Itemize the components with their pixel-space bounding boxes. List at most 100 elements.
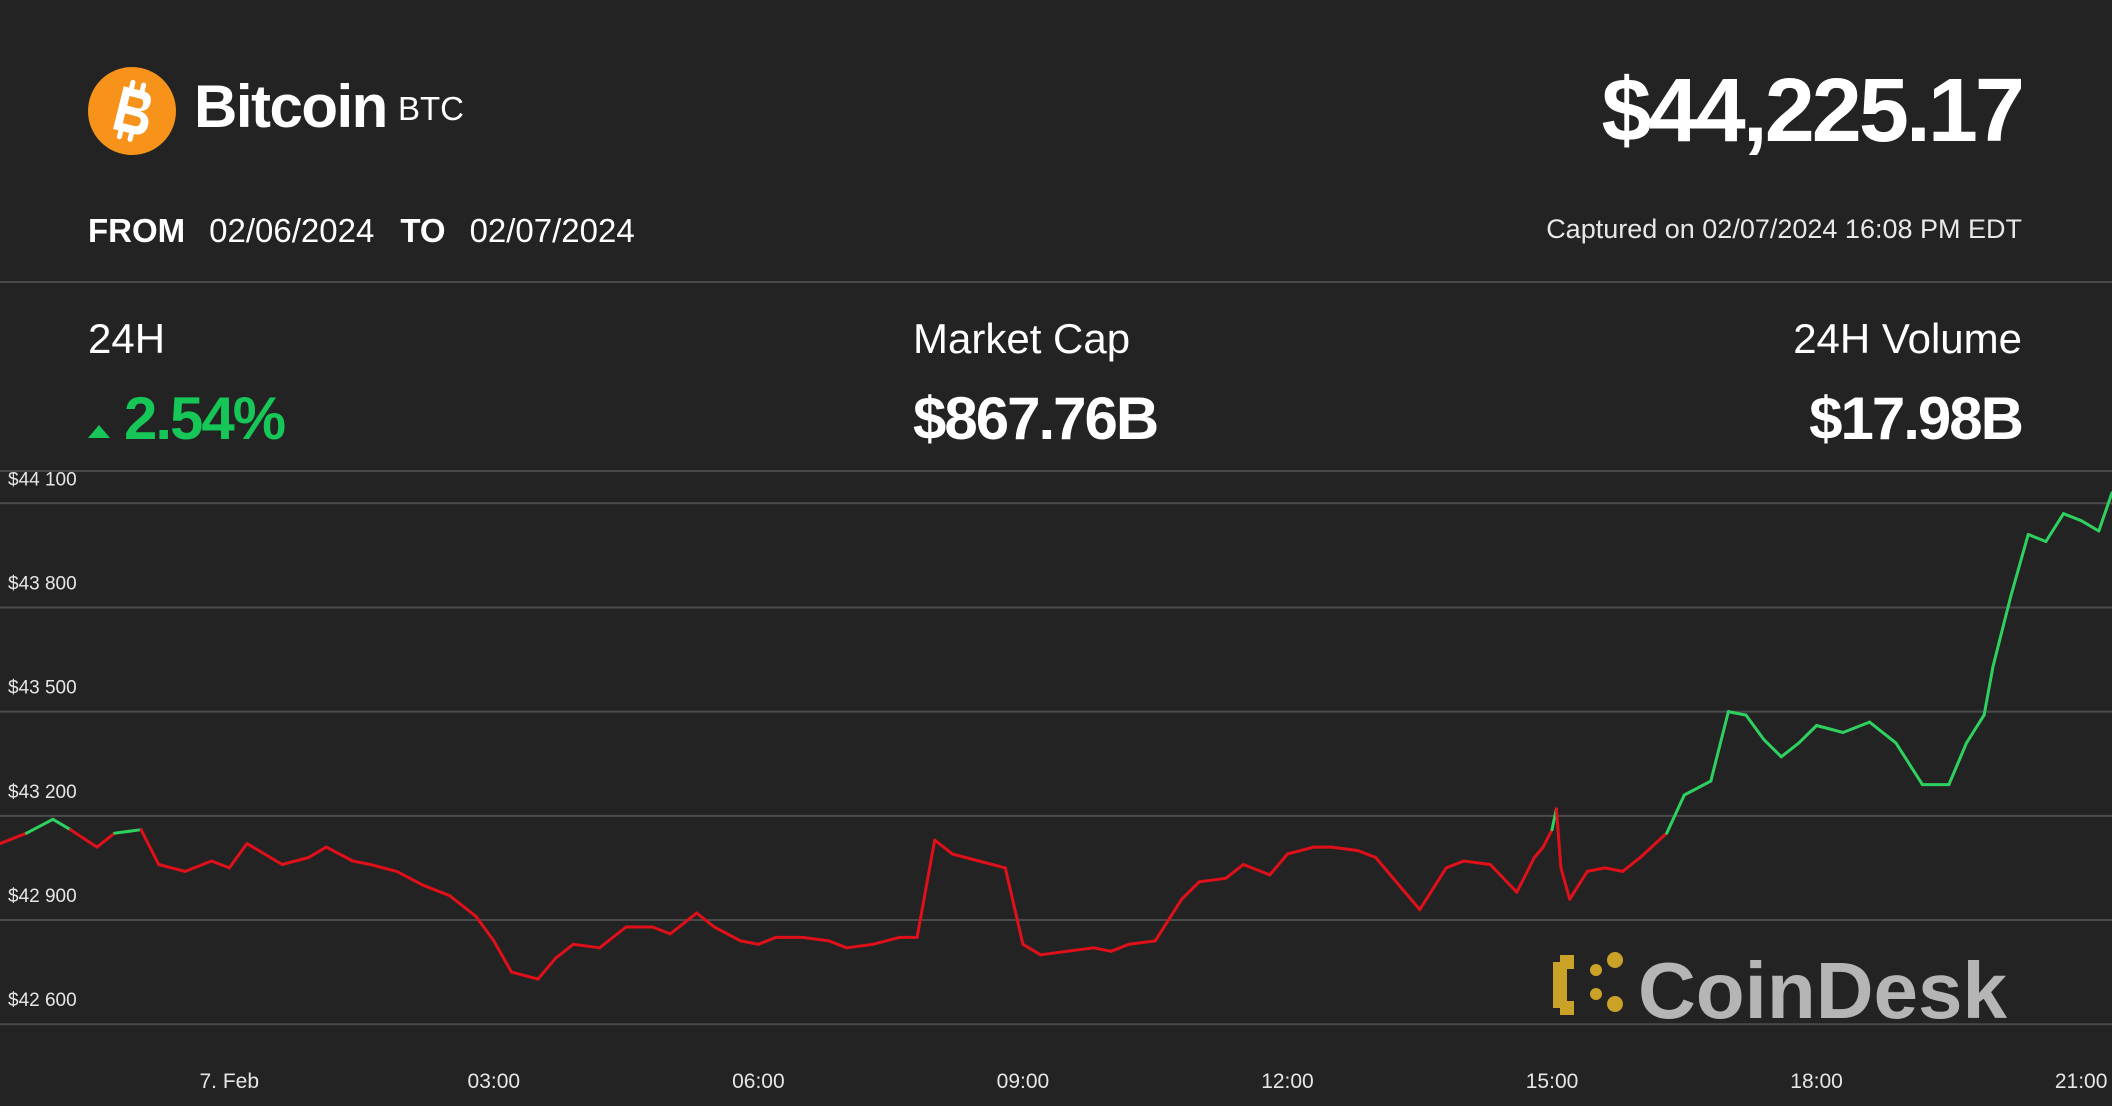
- series-segment: [51, 817, 72, 832]
- series-segment: [351, 859, 372, 866]
- x-tick-label: 03:00: [468, 1070, 521, 1093]
- date-range: FROM 02/06/2024 TO 02/07/2024: [88, 212, 661, 250]
- series-segment: [395, 869, 425, 887]
- series-segment: [1127, 939, 1157, 946]
- series-segment: [1268, 852, 1289, 877]
- price-series: [0, 491, 2112, 981]
- series-segment: [1224, 863, 1245, 880]
- series-segment: [2079, 519, 2101, 533]
- to-date: 02/07/2024: [469, 212, 635, 249]
- series-segment: [1065, 946, 1095, 953]
- series-segment: [933, 838, 954, 856]
- series-segment: [1559, 866, 1572, 901]
- series-segment: [1515, 856, 1536, 894]
- series-segment: [1744, 713, 1766, 741]
- series-segment: [2097, 491, 2112, 533]
- series-segment: [1982, 665, 1995, 717]
- series-segment: [651, 925, 672, 936]
- bitcoin-logo-icon: [88, 67, 176, 155]
- y-tick-label: $43 500: [8, 678, 77, 699]
- series-segment: [245, 842, 284, 866]
- y-tick-label: $42 900: [8, 886, 77, 907]
- watermark-text: CoinDesk: [1638, 946, 2007, 1035]
- series-segment: [1603, 866, 1625, 873]
- series-segment: [977, 859, 1007, 870]
- market-cap-value: $867.76B: [913, 385, 1159, 452]
- series-segment: [1374, 856, 1404, 891]
- series-segment: [280, 856, 311, 866]
- series-segment: [950, 852, 981, 863]
- coin-ticker: BTC: [398, 90, 464, 127]
- series-segment: [695, 911, 716, 929]
- series-segment: [845, 942, 875, 950]
- series-segment: [739, 939, 760, 946]
- series-segment: [227, 842, 249, 870]
- series-segment: [1621, 856, 1642, 873]
- y-axis-labels: $44 100 $43 800 $43 500 $43 200 $42 900 $42 6…: [8, 472, 77, 1011]
- series-segment: [157, 863, 187, 873]
- series-segment: [510, 970, 540, 981]
- series-segment: [183, 859, 214, 873]
- series-segment: [871, 935, 901, 946]
- x-tick-label: 7. Feb: [200, 1070, 260, 1093]
- series-segment: [1286, 845, 1316, 856]
- price-chart: $44 100 $43 800 $43 500 $43 200 $42 900 $42 6…: [0, 472, 2112, 1093]
- series-segment: [492, 939, 513, 974]
- series-segment: [1197, 876, 1228, 884]
- series-segment: [915, 838, 937, 939]
- series-segment: [1488, 863, 1519, 894]
- series-segment: [598, 925, 628, 950]
- series-segment: [113, 828, 143, 835]
- series-segment: [368, 863, 399, 873]
- x-tick-label: 15:00: [1526, 1070, 1579, 1093]
- coindesk-logo-icon: [1553, 952, 1623, 1015]
- y-tick-label: $43 200: [8, 782, 77, 803]
- series-segment: [1180, 880, 1201, 901]
- series-segment: [827, 939, 849, 950]
- series-segment: [756, 935, 778, 946]
- series-segment: [2026, 533, 2048, 543]
- series-segment: [2044, 512, 2065, 543]
- x-tick-label: 06:00: [732, 1070, 785, 1093]
- up-arrow-icon: [88, 424, 110, 438]
- grid-lines: [0, 502, 2112, 1026]
- coin-name: Bitcoin: [194, 73, 388, 140]
- series-segment: [1109, 942, 1131, 953]
- series-segment: [1444, 859, 1466, 870]
- series-segment: [712, 925, 743, 943]
- series-segment: [1815, 724, 1845, 734]
- series-segment: [668, 911, 699, 936]
- series-segment: [1726, 710, 1748, 717]
- series-segment: [0, 831, 28, 846]
- to-label: TO: [400, 212, 446, 249]
- series-segment: [1779, 741, 1801, 759]
- y-tick-label: $44 100: [8, 472, 77, 490]
- x-tick-label: 21:00: [2055, 1070, 2108, 1093]
- series-segment: [421, 883, 452, 898]
- series-segment: [1039, 949, 1069, 957]
- y-tick-label: $43 800: [8, 573, 77, 594]
- captured-timestamp: Captured on 02/07/2024 16:08 PM EDT: [1546, 214, 2022, 244]
- series-segment: [1554, 807, 1563, 870]
- series-segment: [1532, 845, 1545, 859]
- series-segment: [1400, 887, 1422, 912]
- series-segment: [1709, 710, 1730, 783]
- from-label: FROM: [88, 212, 186, 249]
- x-axis-labels: 7. Feb 03:00 06:00 09:00 12:00 15:00 18:00 21:0…: [200, 1070, 2108, 1093]
- series-segment: [1021, 942, 1043, 957]
- y-tick-label: $42 600: [8, 990, 77, 1011]
- series-segment: [1868, 720, 1898, 745]
- x-tick-label: 09:00: [997, 1070, 1050, 1093]
- series-segment: [801, 935, 831, 943]
- current-price: $44,225.17: [1601, 61, 2025, 161]
- series-segment: [1568, 869, 1589, 901]
- change-label: 24H: [88, 315, 166, 362]
- series-segment: [1665, 793, 1686, 835]
- series-segment: [571, 942, 602, 950]
- series-segment: [1762, 737, 1783, 759]
- series-segment: [1841, 720, 1871, 734]
- series-segment: [2062, 512, 2083, 523]
- header-divider: [0, 281, 2112, 283]
- series-segment: [95, 831, 117, 849]
- series-segment: [1682, 779, 1713, 797]
